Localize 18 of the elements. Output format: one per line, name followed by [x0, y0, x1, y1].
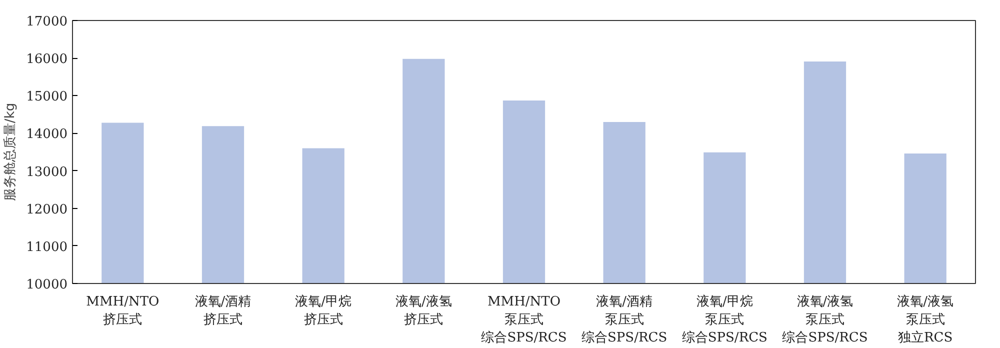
y-tick-label: 16000 [26, 52, 68, 68]
x-tick-label: 液氧/液氢泵压式独立RCS [897, 294, 954, 346]
x-tick-label: 液氧/液氢泵压式综合SPS/RCS [782, 294, 868, 346]
x-tick-label: 液氧/酒精挤压式 [194, 294, 252, 328]
x-tick-label: MMH/NTO挤压式 [86, 294, 160, 328]
x-tick-label: 液氧/酒精泵压式综合SPS/RCS [582, 294, 668, 346]
y-tick-label: 12000 [26, 202, 68, 218]
y-tick-label: 15000 [26, 90, 68, 105]
x-tick-label: MMH/NTO泵压式综合SPS/RCS [481, 294, 567, 346]
x-tick-label: 液氧/甲烷泵压式综合SPS/RCS [682, 294, 768, 346]
y-axis-title: 服务舱总质量/kg [3, 102, 18, 202]
x-tick-label: 液氧/甲烷挤压式 [295, 294, 352, 328]
y-tick-label: 17000 [26, 14, 68, 30]
x-tick-label: 液氧/液氢挤压式 [395, 294, 452, 328]
y-tick-label: 13000 [26, 164, 68, 180]
y-tick-label: 14000 [26, 127, 68, 142]
y-tick-label: 11000 [26, 240, 68, 255]
y-tick-label: 10000 [26, 278, 68, 292]
